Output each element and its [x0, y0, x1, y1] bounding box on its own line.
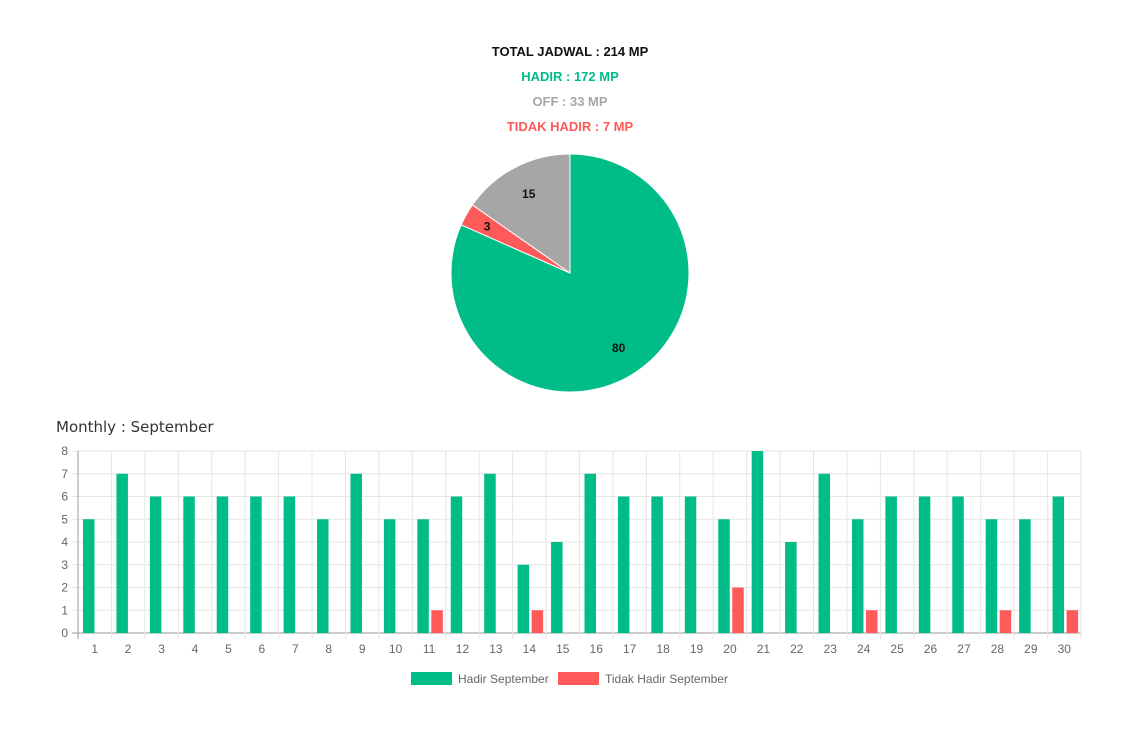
x-tick-label: 7 [292, 642, 299, 656]
x-tick-label: 24 [857, 642, 871, 656]
y-tick-label: 3 [61, 558, 68, 572]
x-tick-label: 21 [757, 642, 771, 656]
x-tick-label: 11 [423, 642, 436, 656]
bar-hadir [484, 473, 496, 633]
x-tick-label: 18 [656, 642, 670, 656]
pie-data-label: 15 [522, 187, 536, 201]
bar-hadir [551, 542, 563, 633]
bar-hadir [383, 519, 396, 633]
x-tick-label: 26 [924, 642, 938, 656]
bar-hadir [1019, 519, 1031, 633]
bar-hadir [517, 564, 530, 633]
pie-chart: 80 3 15 [450, 153, 690, 393]
y-tick-label: 5 [61, 512, 68, 526]
x-tick-label: 9 [359, 642, 366, 656]
y-tick-label: 6 [61, 490, 68, 504]
legend-swatch [558, 672, 599, 685]
bar-tidak-hadir [1066, 610, 1079, 633]
pie-slice-off [471, 153, 571, 274]
x-tick-label: 15 [556, 642, 570, 656]
x-tick-label: 10 [389, 642, 403, 656]
bar-tidak-hadir [732, 587, 744, 633]
bar-hadir [918, 496, 931, 633]
bar-tidak-hadir [431, 610, 443, 633]
bar-hadir [350, 473, 362, 633]
bar-hadir [851, 519, 864, 633]
x-tick-label: 14 [523, 642, 537, 656]
x-tick-label: 6 [259, 642, 266, 656]
x-tick-label: 23 [824, 642, 838, 656]
summary-off: OFF : 33 MP [532, 94, 608, 109]
bar-chart-legend: Hadir September Tidak Hadir September [411, 672, 728, 686]
bar-hadir [450, 496, 463, 633]
legend-label: Tidak Hadir September [605, 672, 728, 686]
y-tick-label: 7 [61, 467, 68, 481]
bar-hadir [985, 519, 998, 633]
bar-tidak-hadir [865, 610, 878, 633]
y-tick-label: 2 [61, 581, 68, 595]
monthly-chart-title: Monthly : September [56, 418, 214, 436]
x-tick-label: 12 [456, 642, 470, 656]
x-tick-label: 30 [1058, 642, 1072, 656]
x-tick-label: 2 [125, 642, 132, 656]
summary-total: TOTAL JADWAL : 214 MP [491, 44, 649, 59]
x-tick-label: 29 [1024, 642, 1038, 656]
bar-hadir [584, 473, 596, 633]
x-tick-label: 4 [192, 642, 199, 656]
bar-hadir [283, 496, 296, 633]
x-tick-label: 22 [790, 642, 804, 656]
legend-label: Hadir September [458, 672, 549, 686]
y-tick-label: 4 [61, 535, 68, 549]
x-tick-label: 8 [325, 642, 332, 656]
bar-hadir [317, 519, 329, 633]
y-tick-label: 8 [61, 444, 68, 458]
pie-data-label: 80 [612, 341, 626, 355]
bar-hadir [751, 451, 764, 633]
bar-hadir [718, 519, 730, 633]
y-tick-label: 1 [61, 603, 68, 617]
bar-hadir [651, 496, 663, 633]
bar-hadir [785, 542, 797, 633]
bar-hadir [149, 496, 162, 633]
bar-hadir [818, 473, 831, 633]
bar-hadir [1052, 496, 1065, 633]
bar-tidak-hadir [999, 610, 1012, 633]
bar-hadir [952, 496, 964, 633]
summary-hadir: HADIR : 172 MP [521, 69, 619, 84]
summary-tidak-hadir: TIDAK HADIR : 7 MP [506, 119, 634, 134]
bar-hadir [417, 519, 429, 633]
bar-hadir [250, 496, 262, 633]
x-tick-label: 3 [158, 642, 165, 656]
bar-hadir [885, 496, 897, 633]
y-tick-label: 0 [61, 626, 68, 640]
legend-swatch [411, 672, 452, 685]
x-tick-label: 5 [225, 642, 232, 656]
bar-hadir [216, 496, 229, 633]
bar-hadir [116, 473, 128, 633]
x-tick-label: 16 [590, 642, 604, 656]
x-tick-label: 19 [690, 642, 704, 656]
x-tick-label: 27 [957, 642, 971, 656]
bar-tidak-hadir [531, 610, 544, 633]
bar-hadir [617, 496, 630, 633]
x-tick-label: 1 [91, 642, 98, 656]
x-tick-label: 13 [489, 642, 503, 656]
x-tick-label: 28 [991, 642, 1005, 656]
x-tick-label: 20 [723, 642, 737, 656]
pie-data-label: 3 [484, 219, 491, 233]
x-tick-label: 25 [890, 642, 904, 656]
bar-hadir [83, 519, 95, 633]
bar-hadir [183, 496, 195, 633]
bar-hadir [684, 496, 697, 633]
x-tick-label: 17 [623, 642, 637, 656]
